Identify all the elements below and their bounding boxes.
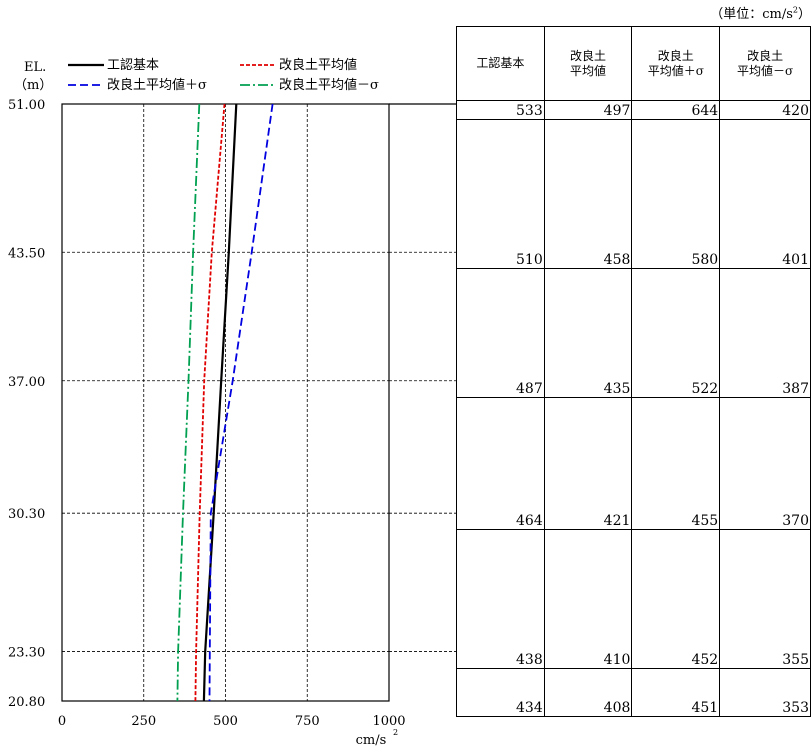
table-cell: 420 [719,100,811,120]
table-cell: 464 [456,397,545,530]
table-cell: 401 [719,119,811,269]
acceleration-table-panel: （単位：cm/s2） 工認基本 改良土 平均値 改良土 平均値＋σ 改良土 平均値－σ… [456,0,811,751]
header-line: 改良土 [657,48,694,63]
header-line: 平均値－σ [736,63,794,78]
header-mean-plus-sigma: 改良土 平均値＋σ [631,26,721,101]
header-mean: 改良土 平均値 [543,26,633,101]
unit-superscript: 2 [792,5,798,15]
y-axis-label: EL. [24,60,46,75]
table-cell: 644 [631,100,721,120]
series-line-4 [176,103,201,702]
y-tick-label: 37.00 [8,375,45,390]
table-cell: 452 [631,529,721,669]
table-cell: 458 [543,119,633,269]
y-tick-label: 20.80 [8,695,45,710]
acceleration-table: 工認基本 改良土 平均値 改良土 平均値＋σ 改良土 平均値－σ 533 497 644 4… [456,26,811,717]
table-cell: 387 [719,268,811,398]
table-cell: 353 [719,668,811,717]
x-axis-unit: cm/s [356,733,387,748]
y-tick-label: 30.30 [8,507,45,522]
table-unit-label: （単位：cm/s2） [710,3,811,22]
table-row: 464 421 455 370 [456,397,811,530]
header-line: 平均値＋σ [647,63,704,78]
series-line-1 [202,103,238,702]
table-row: 438 410 452 355 [456,529,811,669]
x-tick-label: 1000 [372,714,405,729]
unit-prefix: （単位：cm/s [710,7,793,22]
table-cell: 410 [543,529,633,669]
table-row: 510 458 580 401 [456,119,811,269]
table-cell: 533 [456,100,545,120]
legend-label-4: 改良土平均値－σ [279,77,379,93]
table-cell: 370 [719,397,811,530]
table-row: 434 408 451 353 [456,668,811,717]
plot-frame [61,103,390,702]
table-row: 533 497 644 420 [456,100,811,120]
header-line: 改良土 [570,48,607,63]
table-cell: 580 [631,119,721,269]
table-cell: 451 [631,668,721,717]
legend-label-3: 改良土平均値＋σ [107,77,207,93]
x-axis-unit-superscript: 2 [393,728,398,737]
table-cell: 421 [543,397,633,530]
table-cell: 497 [543,100,633,120]
series-line-3 [208,103,274,702]
header-kihon: 工認基本 [456,26,545,101]
table-cell: 408 [543,668,633,717]
legend-label-1: 工認基本 [107,57,159,73]
legend-label-2: 改良土平均値 [279,57,357,73]
table-cell: 455 [631,397,721,530]
table-cell: 522 [631,268,721,398]
y-axis-unit: （m） [14,78,52,93]
y-tick-label: 51.00 [8,98,45,113]
x-tick-label: 250 [131,714,156,729]
x-tick-label: 750 [295,714,320,729]
table-cell: 487 [456,268,545,398]
table-cell: 438 [456,529,545,669]
table-header-row: 工認基本 改良土 平均値 改良土 平均値＋σ 改良土 平均値－σ [456,26,811,101]
header-mean-minus-sigma: 改良土 平均値－σ [719,26,811,101]
x-tick-label: 500 [213,714,238,729]
header-line: 工認基本 [476,56,525,70]
unit-suffix: ） [797,7,811,22]
y-tick-label: 43.50 [8,246,45,261]
table-cell: 434 [456,668,545,717]
table-cell: 435 [543,268,633,398]
header-line: 平均値 [570,63,607,78]
series-line-2 [194,103,226,702]
table-cell: 355 [719,529,811,669]
y-tick-label: 23.30 [8,646,45,661]
x-tick-label: 0 [58,714,66,729]
header-line: 改良土 [747,48,784,63]
table-cell: 510 [456,119,545,269]
table-row: 487 435 522 387 [456,268,811,398]
